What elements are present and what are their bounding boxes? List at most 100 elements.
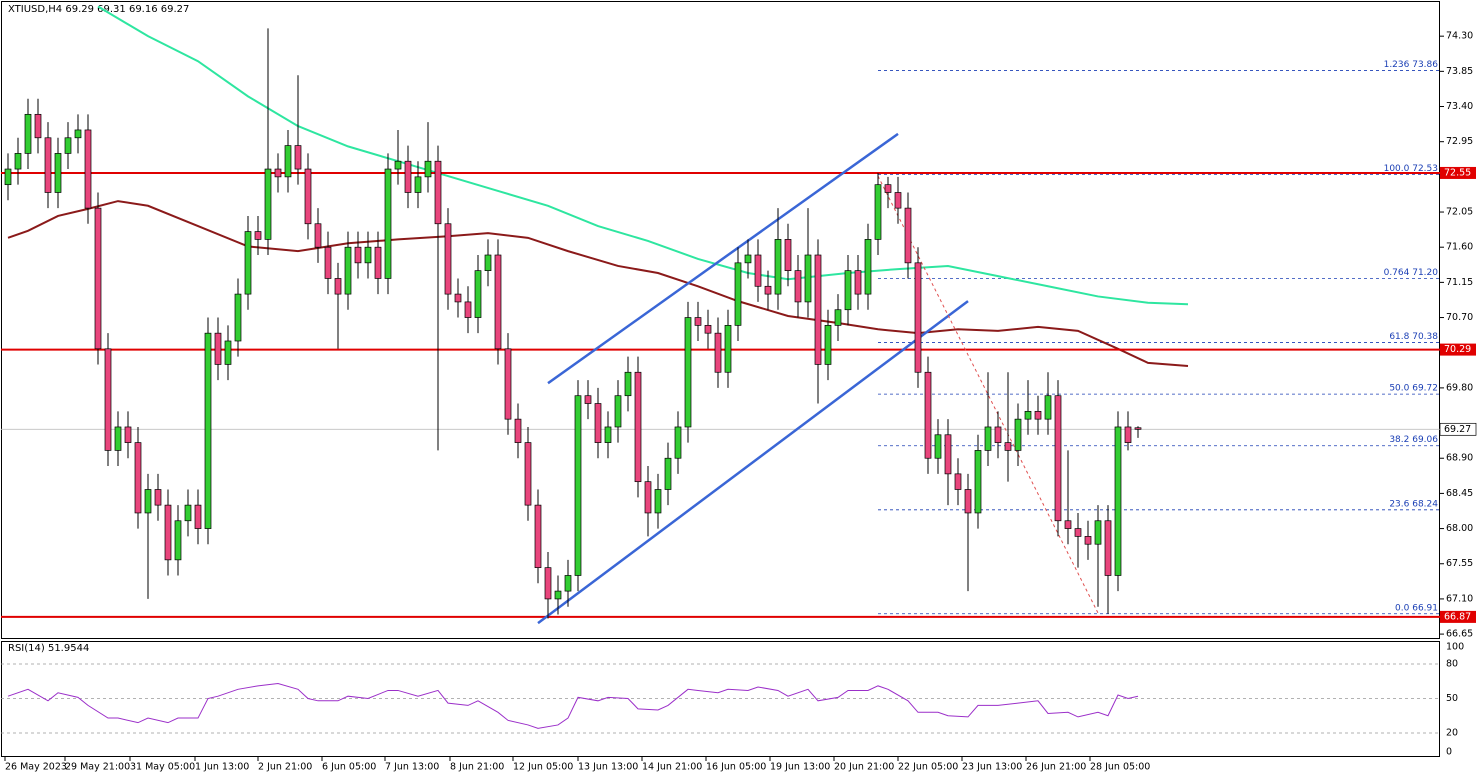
- candle-body: [344, 246, 352, 295]
- candle-body: [384, 168, 392, 279]
- candle-body: [4, 168, 12, 186]
- candle-body: [1064, 520, 1072, 529]
- candle-body: [114, 426, 122, 451]
- candle-body: [334, 278, 342, 295]
- candle-body: [754, 254, 762, 287]
- moving-average: [97, 5, 1189, 306]
- level-tag: [1440, 343, 1476, 356]
- candle-body: [304, 168, 312, 225]
- candle-body: [134, 442, 142, 514]
- candle-body: [974, 450, 982, 514]
- x-tick-label: 28 Jun 05:00: [1090, 762, 1150, 773]
- y-tick-label: 69.80: [1446, 382, 1473, 393]
- y-tick-label: 67.10: [1446, 593, 1473, 604]
- fib-label: 100.0 72.53: [1384, 164, 1438, 174]
- candle-body: [54, 153, 62, 193]
- candle-body: [404, 160, 412, 193]
- x-tick-label: 13 Jun 13:00: [578, 762, 638, 773]
- candle-body: [174, 520, 182, 561]
- candle-body: [684, 317, 692, 428]
- candle-body: [214, 332, 222, 365]
- x-tick-label: 6 Jun 05:00: [322, 762, 376, 773]
- candle-body: [704, 325, 712, 334]
- x-tick-label: 7 Jun 13:00: [385, 762, 439, 773]
- candle-body: [894, 192, 902, 209]
- candle-body: [834, 309, 842, 326]
- rsi-tick-label: 100: [1446, 642, 1464, 653]
- y-tick-label: 66.65: [1446, 629, 1473, 640]
- candle-body: [1054, 395, 1062, 522]
- candle-body: [744, 254, 752, 264]
- candle-body: [104, 348, 112, 451]
- candle-body: [874, 184, 882, 240]
- candle-body: [764, 285, 772, 295]
- candle-body: [464, 301, 472, 318]
- candle-body: [594, 403, 602, 443]
- moving-average: [7, 200, 1189, 368]
- candle-body: [714, 332, 722, 373]
- candle-body: [534, 504, 542, 569]
- candle-body: [1034, 410, 1042, 420]
- main-panel: [1, 1, 1440, 639]
- candle-body: [524, 442, 532, 506]
- candle-body: [454, 293, 462, 303]
- candle-body: [184, 504, 192, 522]
- y-tick-label: 72.95: [1446, 136, 1473, 147]
- candle-body: [314, 223, 322, 248]
- candle-body: [24, 113, 32, 154]
- candle-body: [574, 395, 582, 576]
- candle-body: [74, 129, 82, 139]
- x-tick-label: 23 Jun 13:00: [962, 762, 1022, 773]
- candle-body: [844, 270, 852, 311]
- candle-body: [584, 395, 592, 404]
- x-tick-label: 19 Jun 13:00: [770, 762, 830, 773]
- candle-body: [94, 207, 102, 350]
- rsi-panel: [1, 641, 1440, 757]
- candle-body: [264, 168, 272, 240]
- candle-body: [474, 270, 482, 318]
- y-tick-label: 73.85: [1446, 66, 1473, 77]
- candle-body: [634, 371, 642, 483]
- candle-body: [154, 489, 162, 506]
- candle-body: [854, 270, 862, 295]
- candle-body: [224, 340, 232, 365]
- candle-body: [984, 426, 992, 451]
- candle-body: [734, 262, 742, 326]
- candle-body: [964, 489, 972, 514]
- candle-body: [1014, 418, 1022, 451]
- y-tick-label: 68.00: [1446, 523, 1473, 534]
- candle-body: [34, 113, 42, 139]
- level-label: 72.55: [1444, 167, 1471, 178]
- candle-body: [884, 184, 892, 193]
- candle-body: [664, 457, 672, 490]
- chart-title: XTIUSD,H4 69.29 69.31 69.16 69.27: [8, 4, 189, 15]
- rsi-tick-label: 80: [1446, 659, 1458, 670]
- candle-body: [434, 160, 442, 225]
- candle-body: [254, 231, 262, 240]
- candle-body: [1004, 442, 1012, 451]
- candle-body: [144, 489, 152, 514]
- candle-body: [1094, 520, 1102, 545]
- candle-body: [1074, 528, 1082, 537]
- candle-body: [804, 254, 812, 303]
- y-tick-label: 73.40: [1446, 101, 1473, 112]
- rsi-title: RSI(14) 51.9544: [8, 643, 89, 654]
- rsi-line: [7, 683, 1139, 729]
- candle-body: [324, 246, 332, 279]
- candle-body: [1104, 520, 1112, 576]
- y-tick-label: 70.70: [1446, 312, 1473, 323]
- trendline: [547, 132, 899, 385]
- candle-body: [624, 371, 632, 397]
- candle-body: [1084, 536, 1092, 545]
- x-tick-label: 26 May 2023: [5, 762, 67, 773]
- fib-label: 50.0 69.72: [1389, 384, 1438, 394]
- candle-body: [244, 231, 252, 295]
- candle-body: [44, 137, 52, 193]
- candle-body: [564, 575, 572, 592]
- candle-body: [64, 137, 72, 154]
- candle-body: [424, 160, 432, 178]
- level-label: 70.29: [1444, 344, 1471, 355]
- candle-body: [794, 270, 802, 303]
